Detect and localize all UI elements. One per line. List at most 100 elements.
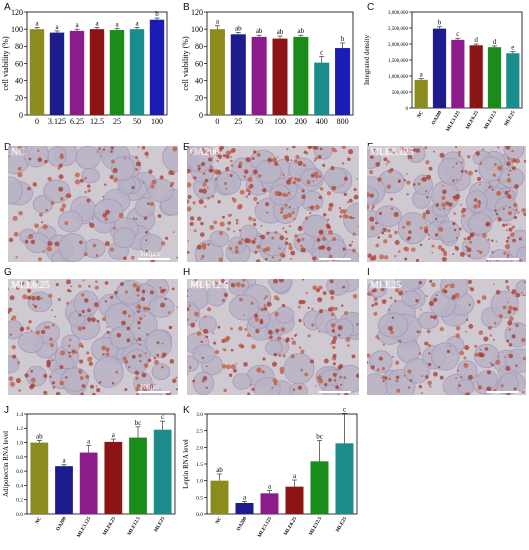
lipid-droplet	[296, 238, 301, 243]
lipid-droplet	[282, 227, 285, 230]
lipid-droplet	[116, 332, 122, 338]
lipid-droplet	[407, 386, 411, 389]
lipid-droplet	[72, 350, 75, 353]
x-tick-label: NC	[35, 516, 43, 525]
lipid-droplet	[202, 376, 208, 381]
lipid-droplet	[504, 244, 510, 250]
lipid-droplet	[15, 377, 22, 384]
lipid-droplet	[104, 281, 109, 285]
lipid-droplet	[465, 245, 468, 248]
lipid-droplet	[396, 388, 401, 393]
lipid-droplet	[395, 360, 400, 365]
lipid-droplet	[207, 196, 211, 200]
lipid-droplet	[79, 178, 84, 183]
cell	[75, 146, 101, 170]
lipid-droplet	[428, 352, 431, 355]
lipid-droplet	[223, 388, 227, 393]
lipid-droplet	[312, 146, 317, 150]
lipid-droplet	[230, 164, 234, 167]
bar-chart-integrated-density: 0 500,000 1,000,000 1,500,000 2,000,000 2,500…	[363, 11, 523, 133]
lipid-droplet	[327, 229, 334, 235]
lipid-droplet	[422, 215, 426, 219]
lipid-droplet	[350, 216, 353, 220]
lipid-droplet	[250, 301, 254, 305]
lipid-droplet	[101, 345, 106, 351]
lipid-droplet	[322, 163, 326, 167]
y-tick-label: 0	[406, 107, 409, 112]
lipid-droplet	[33, 305, 38, 309]
lipid-droplet	[275, 161, 278, 164]
lipid-droplet	[406, 180, 411, 185]
lipid-droplet	[514, 307, 517, 310]
lipid-droplet	[245, 195, 248, 198]
lipid-droplet	[54, 241, 60, 247]
lipid-droplet	[40, 221, 44, 224]
lipid-droplet	[385, 163, 388, 166]
lipid-droplet	[109, 247, 114, 252]
lipid-droplet	[377, 178, 381, 181]
lipid-droplet	[28, 233, 34, 239]
lipid-droplet	[439, 327, 444, 332]
panel-letter-h: H	[183, 267, 191, 278]
lipid-droplet	[74, 179, 81, 185]
lipid-droplet	[226, 364, 231, 370]
lipid-droplet	[367, 291, 372, 297]
bar	[30, 442, 49, 514]
lipid-droplet	[484, 347, 489, 351]
lipid-droplet	[147, 202, 150, 206]
lipid-droplet	[476, 299, 481, 304]
lipid-droplet	[293, 177, 298, 181]
lipid-droplet	[523, 212, 526, 217]
lipid-droplet	[247, 177, 253, 182]
lipid-droplet	[328, 202, 334, 208]
cell	[151, 363, 171, 381]
lipid-droplet	[68, 344, 71, 347]
y-tick-label: 2.0	[196, 445, 203, 451]
lipid-droplet	[239, 189, 245, 195]
lipid-droplet	[187, 307, 190, 312]
lipid-droplet	[40, 297, 43, 300]
lipid-droplet	[459, 350, 465, 356]
cell	[377, 312, 409, 338]
lipid-droplet	[370, 365, 375, 370]
lipid-droplet	[347, 344, 350, 347]
lipid-droplet	[86, 198, 91, 203]
lipid-droplet	[453, 228, 457, 232]
lipid-droplet	[210, 147, 214, 151]
lipid-droplet	[42, 224, 48, 230]
lipid-droplet	[132, 283, 138, 288]
lipid-droplet	[502, 207, 506, 211]
lipid-droplet	[487, 238, 490, 241]
lipid-droplet	[146, 156, 149, 159]
lipid-droplet	[253, 196, 258, 202]
lipid-droplet	[352, 294, 358, 299]
lipid-droplet	[388, 147, 392, 152]
lipid-droplet	[271, 386, 274, 389]
lipid-droplet	[301, 299, 306, 305]
lipid-droplet	[263, 307, 268, 311]
lipid-droplet	[52, 385, 56, 389]
lipid-droplet	[375, 162, 381, 167]
lipid-droplet	[374, 301, 378, 306]
lipid-droplet	[89, 384, 95, 389]
bar-chart-leptin: 0.0 0.5 1.0 1.5 2.0 2.5 3.0 Leptin RNA level ab N…	[182, 405, 358, 539]
lipid-droplet	[452, 166, 455, 168]
lipid-droplet	[331, 329, 335, 333]
lipid-droplet	[373, 297, 378, 302]
lipid-droplet	[32, 182, 37, 187]
lipid-droplet	[141, 289, 146, 294]
micrograph-texture	[367, 146, 526, 262]
lipid-droplet	[318, 174, 322, 178]
lipid-droplet	[201, 149, 206, 154]
lipid-droplet	[104, 217, 109, 221]
lipid-droplet	[407, 369, 412, 374]
lipid-droplet	[194, 279, 198, 282]
micrograph-nc: NC 100μm	[8, 146, 178, 262]
lipid-droplet	[467, 279, 472, 284]
lipid-droplet	[485, 259, 489, 262]
cell	[216, 170, 242, 195]
micrograph-label: MLE6.25	[11, 280, 50, 291]
lipid-droplet	[307, 306, 310, 310]
bar-chart-cell-viability-a: 0 20 40 60 80 100 120 cell viability (%) a 0 a 3.12…	[1, 8, 168, 126]
lipid-droplet	[159, 175, 164, 180]
